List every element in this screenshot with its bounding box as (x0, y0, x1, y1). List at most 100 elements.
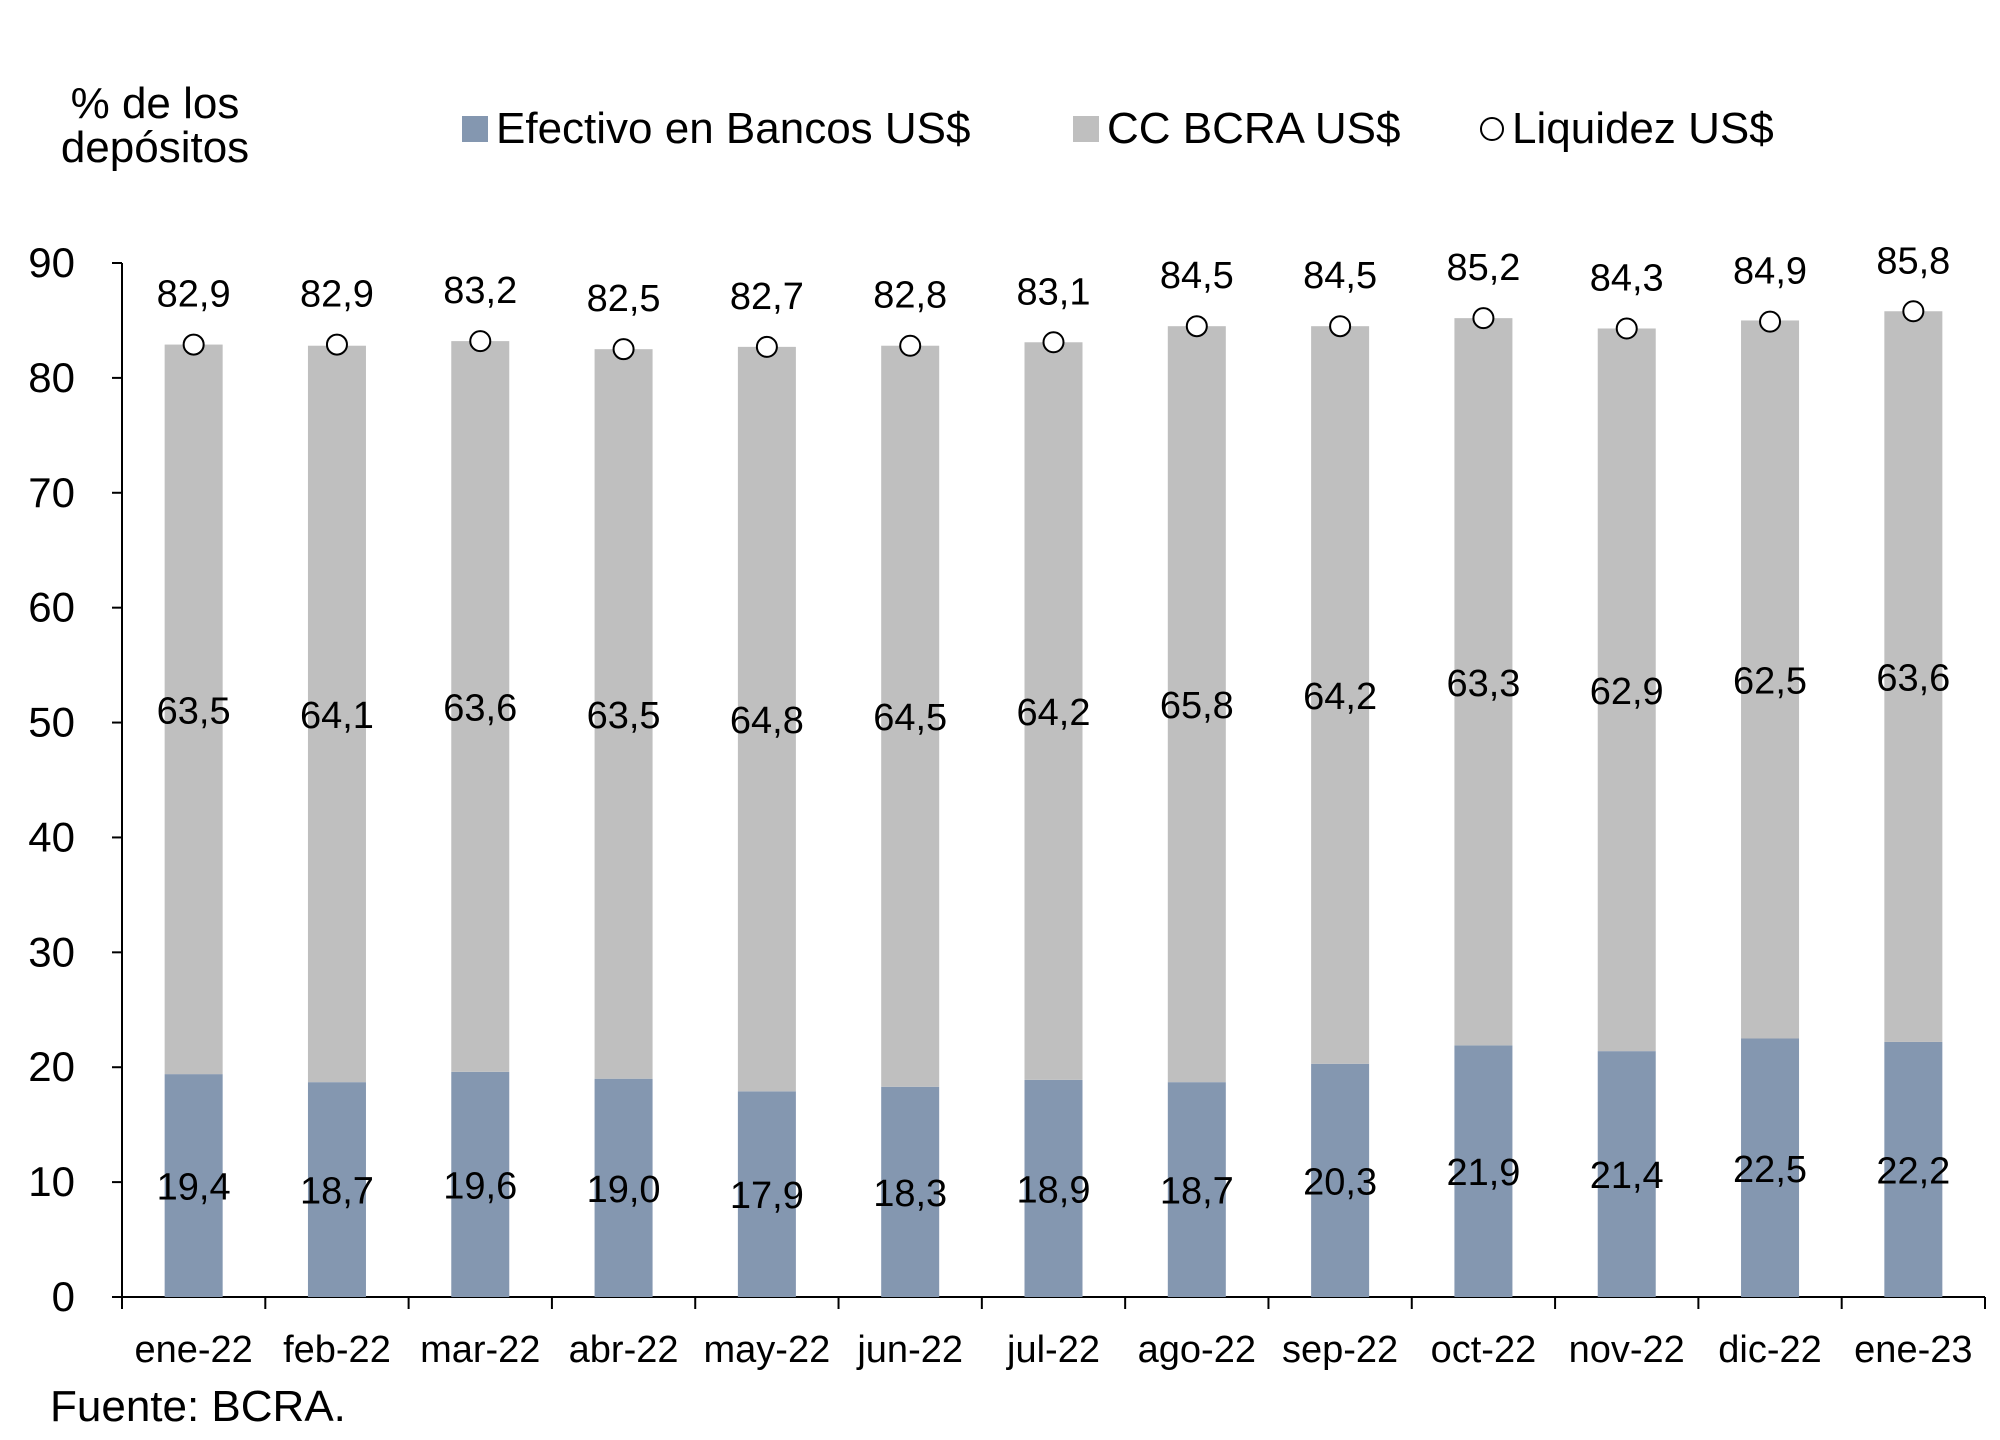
bar-cc-bcra (164, 344, 223, 1075)
legend-swatch-efectivo (462, 116, 488, 142)
bar-cc-bcra (881, 345, 940, 1087)
bar-efectivo (451, 1071, 510, 1297)
data-label-liquidez: 83,1 (1017, 271, 1091, 313)
x-tick-label: feb-22 (283, 1329, 391, 1371)
data-label-liquidez: 83,2 (443, 270, 517, 312)
bar-efectivo (1597, 1051, 1656, 1297)
bar-cc-bcra (737, 346, 796, 1092)
source-note: Fuente: BCRA. (50, 1382, 346, 1431)
marker-liquidez (1759, 310, 1782, 333)
bar-efectivo (1311, 1063, 1370, 1297)
bar-cc-bcra (307, 345, 366, 1083)
data-label-efectivo: 18,3 (873, 1173, 947, 1215)
bar-efectivo (881, 1086, 940, 1297)
y-tick-label: 90 (28, 239, 75, 286)
data-label-liquidez: 82,9 (157, 274, 231, 316)
data-label-cc-bcra: 64,5 (873, 697, 947, 739)
data-label-liquidez: 85,2 (1446, 247, 1520, 289)
bar-cc-bcra (1597, 328, 1656, 1052)
data-label-efectivo: 22,5 (1733, 1149, 1807, 1191)
x-tick-label: nov-22 (1569, 1329, 1685, 1371)
bar-efectivo (1884, 1041, 1943, 1297)
x-tick-label: mar-22 (420, 1329, 540, 1371)
data-label-efectivo: 20,3 (1303, 1161, 1377, 1203)
data-label-cc-bcra: 65,8 (1160, 685, 1234, 727)
legend-swatch-cc-bcra (1073, 116, 1099, 142)
data-label-efectivo: 18,7 (1160, 1171, 1234, 1213)
data-label-cc-bcra: 63,5 (157, 690, 231, 732)
data-label-cc-bcra: 63,6 (443, 687, 517, 729)
x-tick-label: jun-22 (856, 1329, 963, 1371)
data-label-cc-bcra: 63,5 (587, 695, 661, 737)
data-label-cc-bcra: 63,3 (1446, 663, 1520, 705)
data-label-cc-bcra: 64,2 (1017, 692, 1091, 734)
data-label-liquidez: 82,5 (587, 278, 661, 320)
data-label-cc-bcra: 64,8 (730, 700, 804, 742)
data-label-efectivo: 22,2 (1876, 1150, 1950, 1192)
legend-label-cc-bcra: CC BCRA US$ (1107, 104, 1401, 153)
data-label-cc-bcra: 64,1 (300, 695, 374, 737)
marker-liquidez (1902, 300, 1925, 323)
y-tick-label: 70 (28, 469, 75, 516)
bar-efectivo (164, 1074, 223, 1297)
data-label-cc-bcra: 63,6 (1876, 658, 1950, 700)
marker-liquidez (899, 334, 922, 357)
marker-liquidez (1615, 317, 1638, 340)
y-tick-label: 40 (28, 813, 75, 860)
bar-cc-bcra (451, 341, 510, 1072)
x-tick-label: ene-23 (1854, 1329, 1972, 1371)
bar-cc-bcra (1741, 320, 1800, 1039)
legend-marker-liquidez (1480, 117, 1504, 141)
bar-cc-bcra (1454, 318, 1513, 1046)
data-label-cc-bcra: 64,2 (1303, 676, 1377, 718)
marker-liquidez (182, 333, 205, 356)
marker-liquidez (325, 333, 348, 356)
bar-cc-bcra (594, 349, 653, 1079)
marker-liquidez (612, 338, 635, 361)
data-label-efectivo: 19,6 (443, 1165, 517, 1207)
legend-item-cc-bcra: CC BCRA US$ (1073, 104, 1400, 154)
data-label-liquidez: 84,5 (1303, 255, 1377, 297)
data-label-efectivo: 18,9 (1017, 1169, 1091, 1211)
bar-efectivo (737, 1091, 796, 1297)
marker-liquidez (1472, 307, 1495, 330)
y-tick-label: 30 (28, 928, 75, 975)
data-label-efectivo: 19,0 (587, 1169, 661, 1211)
marker-liquidez (469, 330, 492, 353)
y-axis-label: % de los depósitos (60, 79, 250, 172)
marker-liquidez (1329, 315, 1352, 338)
x-tick-label: ago-22 (1138, 1329, 1256, 1371)
bar-efectivo (594, 1078, 653, 1297)
data-label-liquidez: 85,8 (1876, 240, 1950, 282)
y-tick-label: 0 (52, 1273, 75, 1320)
bar-cc-bcra (1311, 326, 1370, 1064)
x-tick-label: oct-22 (1431, 1329, 1537, 1371)
marker-liquidez (755, 335, 778, 358)
bar-cc-bcra (1024, 342, 1083, 1080)
x-tick-label: dic-22 (1718, 1329, 1822, 1371)
legend-label-efectivo: Efectivo en Bancos US$ (496, 104, 971, 153)
x-tick-label: abr-22 (569, 1329, 679, 1371)
y-tick-label: 10 (28, 1158, 75, 1205)
bar-cc-bcra (1167, 326, 1226, 1083)
bar-efectivo (1024, 1079, 1083, 1297)
data-label-liquidez: 82,7 (730, 276, 804, 318)
y-tick-label: 60 (28, 584, 75, 631)
y-tick-label: 80 (28, 354, 75, 401)
bar-efectivo (307, 1082, 366, 1297)
data-label-efectivo: 17,9 (730, 1175, 804, 1217)
x-tick-label: ene-22 (134, 1329, 252, 1371)
bar-efectivo (1167, 1082, 1226, 1297)
data-label-efectivo: 21,9 (1446, 1152, 1520, 1194)
legend-label-liquidez: Liquidez US$ (1512, 104, 1774, 153)
marker-liquidez (1185, 315, 1208, 338)
x-tick-label: jul-22 (1006, 1329, 1100, 1371)
data-label-liquidez: 84,9 (1733, 251, 1807, 293)
data-label-cc-bcra: 62,9 (1590, 671, 1664, 713)
data-label-cc-bcra: 62,5 (1733, 660, 1807, 702)
y-tick-label: 20 (28, 1043, 75, 1090)
data-label-liquidez: 84,5 (1160, 255, 1234, 297)
x-tick-label: sep-22 (1282, 1329, 1398, 1371)
legend-item-efectivo: Efectivo en Bancos US$ (462, 104, 970, 154)
data-label-efectivo: 18,7 (300, 1171, 374, 1213)
